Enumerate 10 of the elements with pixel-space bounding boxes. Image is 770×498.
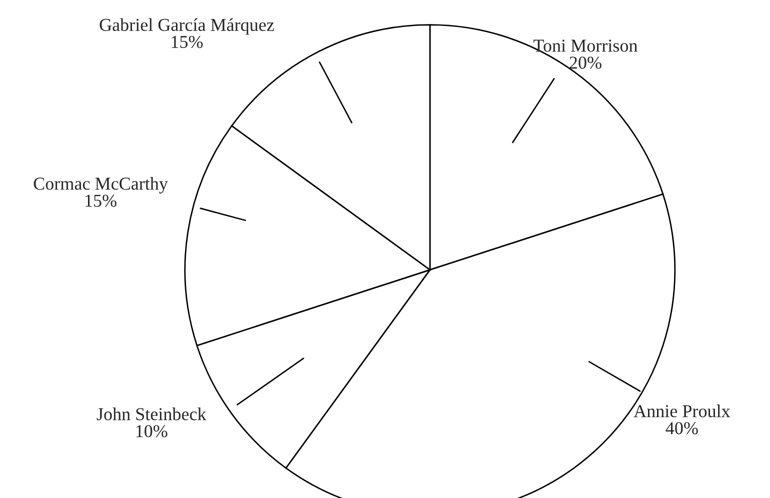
slice-label: Toni Morrison bbox=[534, 40, 638, 52]
slice-label: Cormac McCarthy bbox=[34, 177, 168, 194]
data-label: 15% bbox=[86, 194, 116, 207]
data-label: 10% bbox=[136, 425, 168, 438]
data-label: 15% bbox=[172, 36, 203, 48]
slice-label: Annie Proulx bbox=[634, 404, 730, 418]
data-label: 20% bbox=[570, 56, 602, 69]
slice-label: John Steinbeck bbox=[96, 408, 206, 420]
slice-label: Gabriel García Márquez bbox=[100, 18, 274, 35]
data-label: 40% bbox=[666, 422, 698, 434]
